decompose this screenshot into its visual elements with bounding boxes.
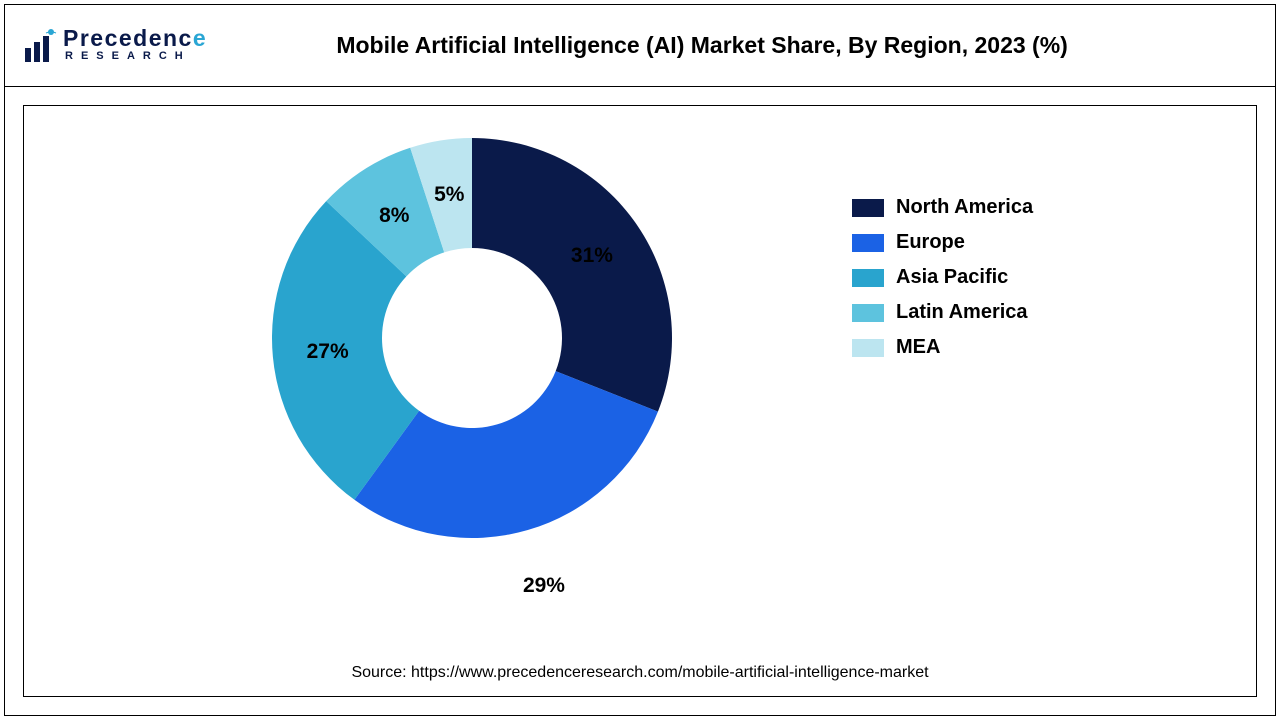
slice-percent-label: 31% (571, 244, 613, 268)
legend: North America Europe Asia Pacific Latin Ame… (852, 196, 1033, 359)
chart-icon (23, 28, 59, 64)
slice-percent-label: 5% (434, 183, 464, 207)
legend-label: Europe (896, 231, 965, 254)
logo-wordmark: Precedence (63, 27, 207, 50)
legend-item: Europe (852, 231, 1033, 254)
legend-item: MEA (852, 336, 1033, 359)
source-text: Source: https://www.precedenceresearch.c… (24, 664, 1256, 682)
slice-percent-label: 29% (523, 574, 565, 598)
chart-title: Mobile Artificial Intelligence (AI) Mark… (287, 32, 1257, 59)
brand-logo: Precedence RESEARCH (23, 27, 207, 63)
legend-item: Asia Pacific (852, 266, 1033, 289)
logo-text: Precedence RESEARCH (63, 27, 207, 63)
legend-item: North America (852, 196, 1033, 219)
chart-body: 31% 29% 27% 8% 5% North America Europe Asia Pa… (23, 105, 1257, 697)
report-frame: Precedence RESEARCH Mobile Artificial In… (4, 4, 1276, 716)
logo-word-accent: e (193, 25, 207, 51)
legend-swatch (852, 269, 884, 287)
legend-swatch (852, 339, 884, 357)
logo-word-part: recedenc (80, 25, 193, 51)
legend-label: Latin America (896, 301, 1028, 324)
logo-subtext: RESEARCH (65, 50, 207, 63)
slice-percent-label: 8% (379, 204, 409, 228)
legend-label: Asia Pacific (896, 266, 1008, 289)
donut-slice (472, 138, 672, 412)
legend-item: Latin America (852, 301, 1033, 324)
legend-label: MEA (896, 336, 940, 359)
donut-chart: 31%29%27%8%5% (262, 128, 682, 548)
legend-swatch (852, 304, 884, 322)
legend-swatch (852, 234, 884, 252)
legend-label: North America (896, 196, 1033, 219)
legend-swatch (852, 199, 884, 217)
slice-percent-label: 27% (307, 340, 349, 364)
header-bar: Precedence RESEARCH Mobile Artificial In… (5, 5, 1275, 87)
